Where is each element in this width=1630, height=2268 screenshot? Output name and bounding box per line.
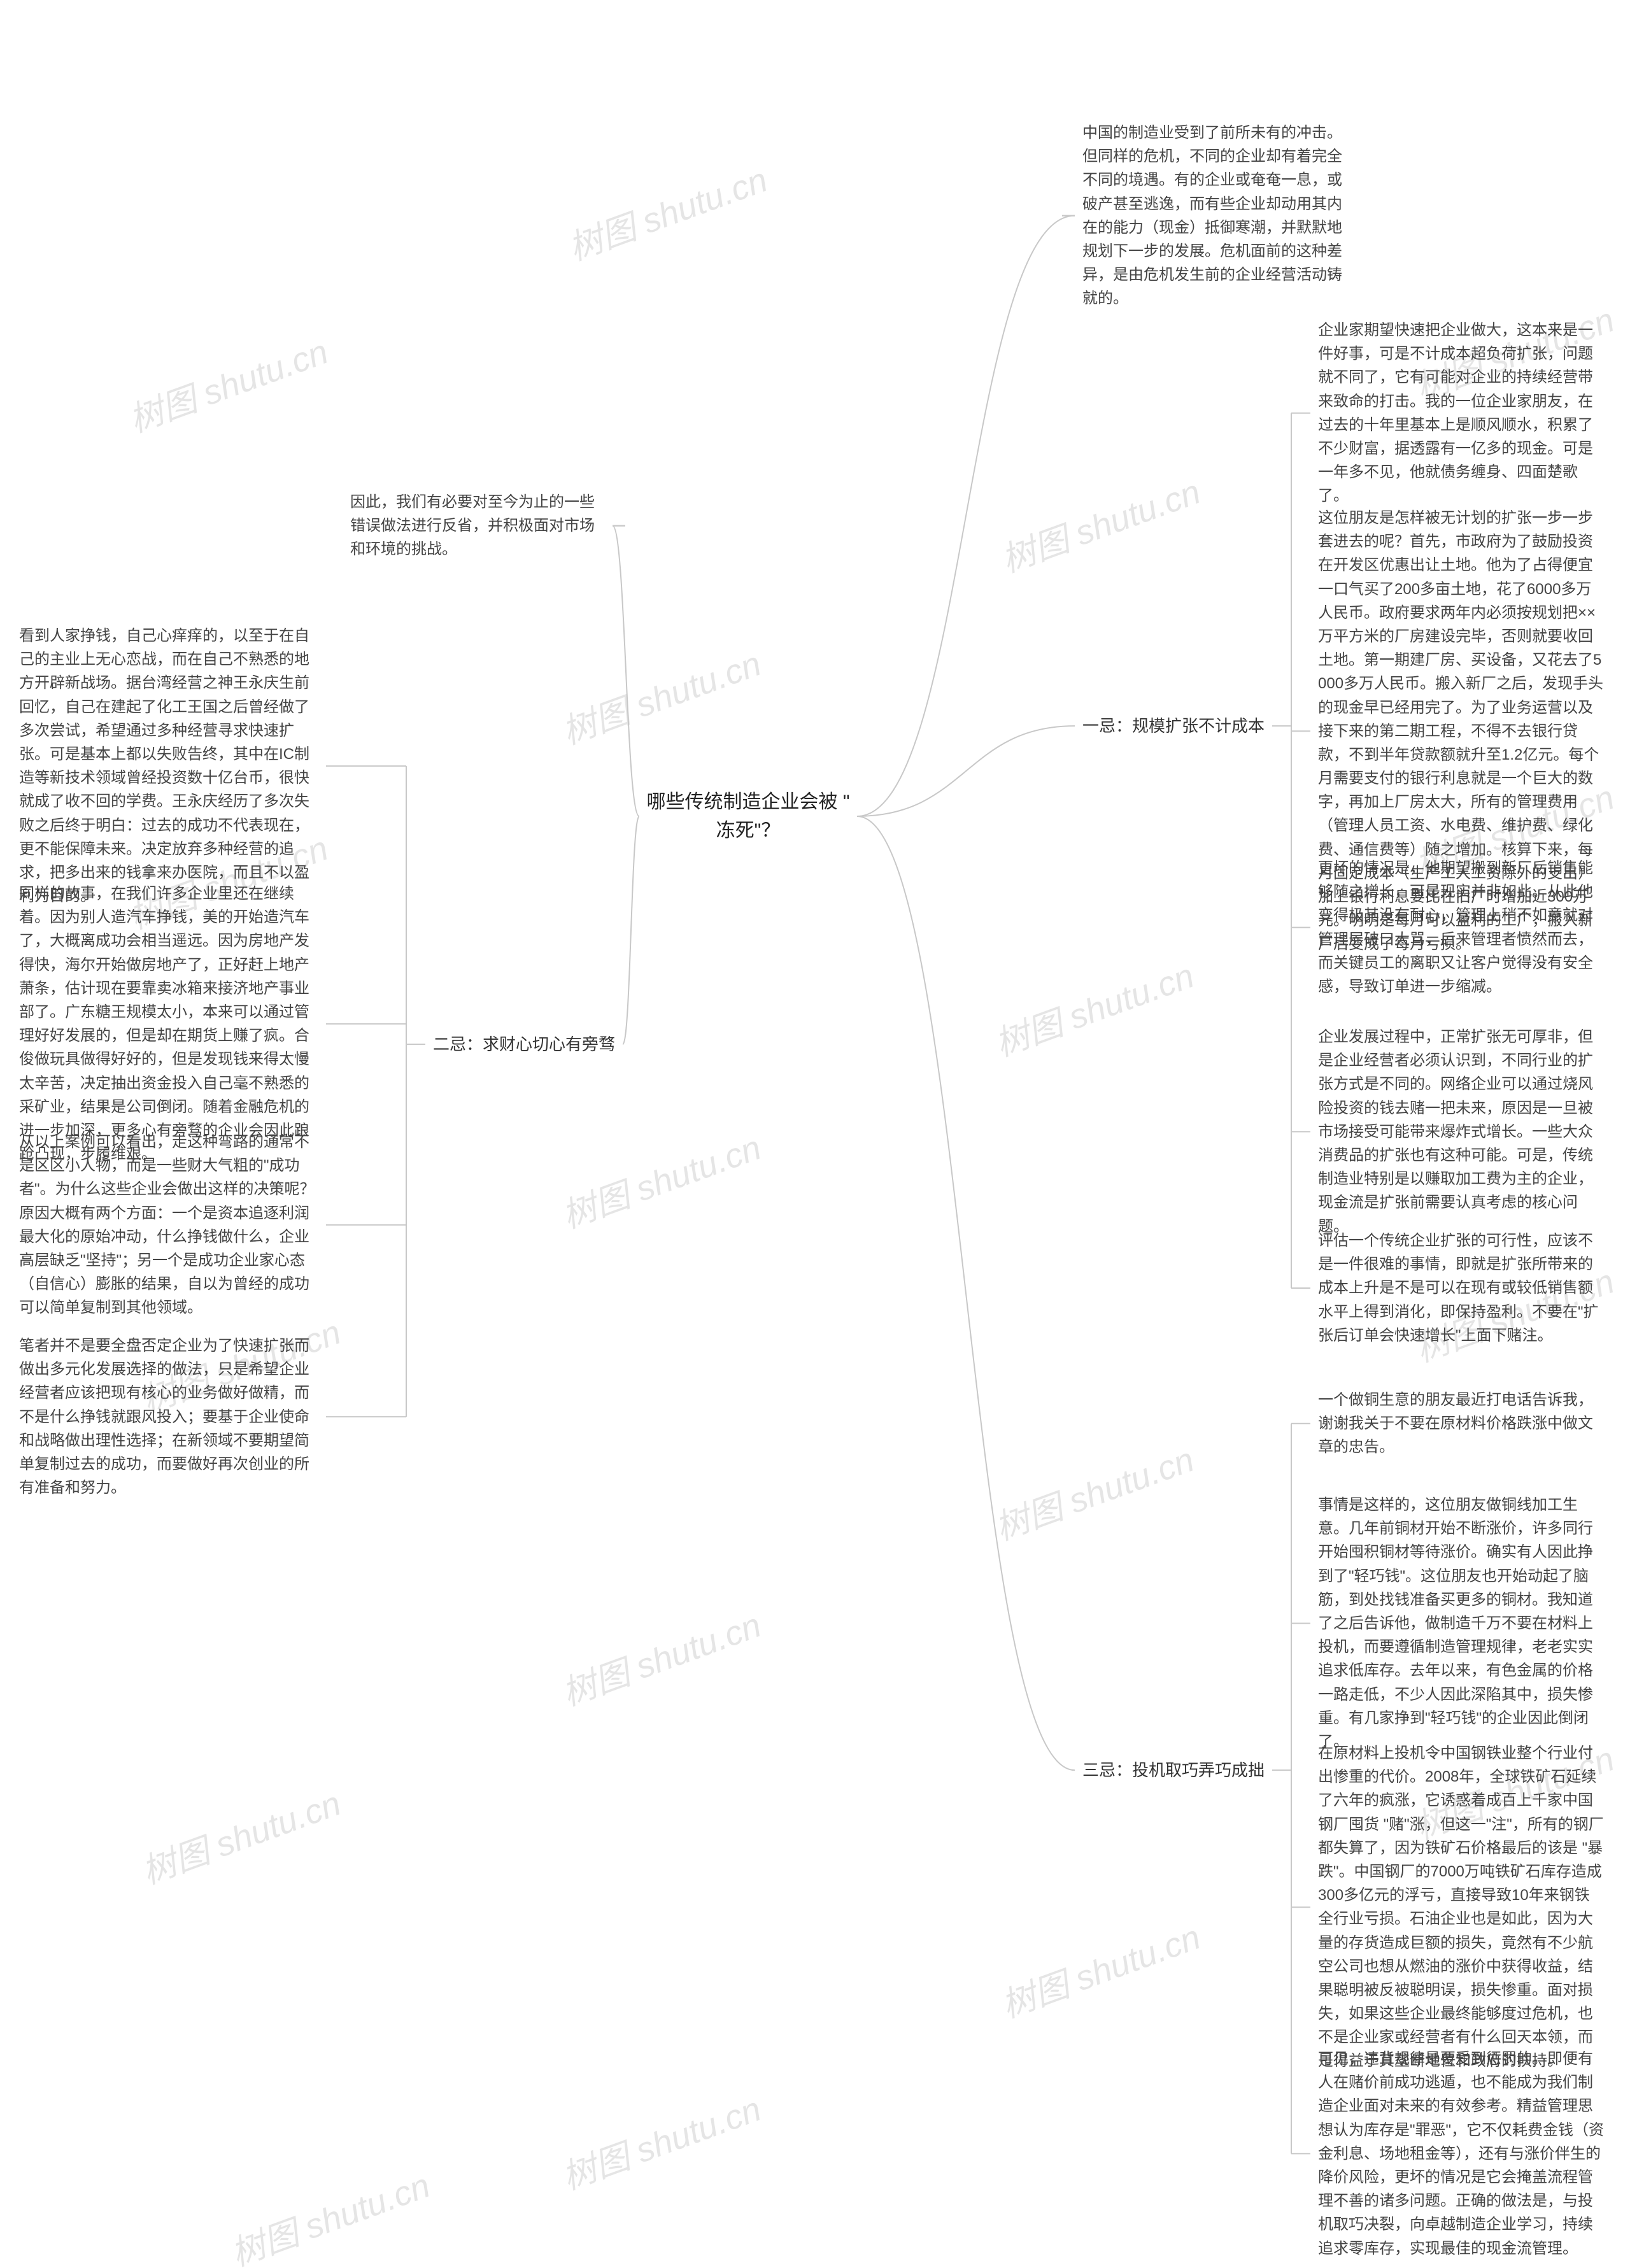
leaf-node: 中国的制造业受到了前所未有的冲击。但同样的危机，不同的企业却有着完全不同的境遇。… bbox=[1082, 121, 1356, 311]
leaf-node: 同样的故事，在我们许多企业里还在继续着。因为别人造汽车挣钱，美的开始造汽车了，大… bbox=[19, 882, 318, 1166]
watermark: 树图 shutu.cn bbox=[560, 152, 773, 270]
watermark: 树图 shutu.cn bbox=[987, 947, 1200, 1066]
leaf-node: 在原材料上投机令中国钢铁业整个行业付出惨重的代价。2008年，全球铁矿石延续了六… bbox=[1318, 1741, 1605, 2073]
connector bbox=[623, 816, 639, 1044]
leaf-node: 从以上案例可以看出，走这种弯路的通常不是区区小人物，而是一些财大气粗的"成功者"… bbox=[19, 1130, 318, 1320]
connector bbox=[613, 526, 639, 816]
connector bbox=[857, 216, 1075, 816]
watermark: 树图 shutu.cn bbox=[993, 1909, 1206, 2027]
leaf-node: 因此，我们有必要对至今为止的一些错误做法进行反省，并积极面对市场和环境的挑战。 bbox=[350, 490, 605, 562]
branch-label: 三忌：投机取巧弄巧成拙 bbox=[1082, 1757, 1265, 1783]
watermark: 树图 shutu.cn bbox=[223, 2157, 436, 2268]
watermark: 树图 shutu.cn bbox=[134, 1775, 346, 1894]
watermark: 树图 shutu.cn bbox=[554, 1119, 767, 1238]
connector bbox=[857, 816, 1075, 1770]
leaf-node: 可见，违背规律是要受到惩罚的。即便有人在赌价前成功逃遁，也不能成为我们制造企业面… bbox=[1318, 2047, 1605, 2260]
leaf-node: 企业家期望快速把企业做大，这本来是一件好事，可是不计成本超负荷扩张，问题就不同了… bbox=[1318, 318, 1605, 508]
watermark: 树图 shutu.cn bbox=[987, 1431, 1200, 1550]
leaf-node: 看到人家挣钱，自己心痒痒的，以至于在自己的主业上无心恋战，而在自己不熟悉的地方开… bbox=[19, 624, 318, 908]
watermark: 树图 shutu.cn bbox=[554, 635, 767, 754]
leaf-node: 笔者并不是要全盘否定企业为了快速扩张而做出多元化发展选择的做法，只是希望企业经营… bbox=[19, 1334, 318, 1499]
watermark: 树图 shutu.cn bbox=[554, 1597, 767, 1715]
watermark: 树图 shutu.cn bbox=[121, 323, 334, 442]
leaf-node: 一个做铜生意的朋友最近打电话告诉我，谢谢我关于不要在原材料价格跌涨中做文章的忠告… bbox=[1318, 1388, 1605, 1459]
leaf-node: 评估一个传统企业扩张的可行性，应该不是一件很难的事情，即就是扩张所带来的成本上升… bbox=[1318, 1229, 1605, 1347]
connector bbox=[857, 726, 1075, 816]
branch-label: 二忌：求财心切心有旁骛 bbox=[433, 1031, 615, 1057]
center-node: 哪些传统制造企业会被 " 冻死"？ bbox=[643, 788, 853, 845]
watermark: 树图 shutu.cn bbox=[993, 464, 1206, 582]
leaf-node: 更坏的情况是，他期望搬到新厂后销售能够随之增长，可是现实并非如此。从此他变得极其… bbox=[1318, 856, 1605, 998]
branch-label: 一忌：规模扩张不计成本 bbox=[1082, 713, 1265, 739]
leaf-node: 企业发展过程中，正常扩张无可厚非，但是企业经营者必须认识到，不同行业的扩张方式是… bbox=[1318, 1025, 1605, 1238]
watermark: 树图 shutu.cn bbox=[554, 2081, 767, 2199]
leaf-node: 事情是这样的，这位朋友做铜线加工生意。几年前铜材开始不断涨价，许多同行开始囤积铜… bbox=[1318, 1493, 1605, 1754]
